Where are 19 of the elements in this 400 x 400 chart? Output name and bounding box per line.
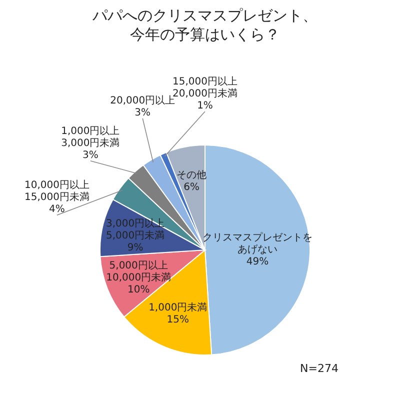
slice-label: 1,000円未満 [148, 302, 208, 314]
data-label: 3% [82, 150, 98, 161]
data-label: 15% [166, 314, 190, 326]
slice-label: 1,000円以上3,000円未満 [61, 124, 120, 149]
slice-label: クリスマスプレゼントをあげない [202, 231, 312, 256]
data-label: 9% [127, 242, 144, 254]
chart-title: パパへのクリスマスプレゼント、今年の予算はいくら？ [92, 6, 318, 44]
data-label: 1% [197, 100, 213, 112]
slice-label: その他 [176, 168, 207, 181]
slice-label: 15,000円以上20,000円未満 [172, 76, 238, 100]
text: N=274 [300, 362, 338, 375]
slice-label: 20,000円以上 [110, 94, 176, 106]
data-label: 10% [127, 284, 150, 296]
data-label: 6% [184, 182, 200, 193]
slice-label: 5,000円以上10,000円未満 [106, 259, 172, 284]
data-label: 49% [246, 256, 269, 268]
slice-label: 10,000円以上15,000円未満 [24, 179, 90, 204]
data-label: 4% [49, 204, 65, 216]
data-label: 3% [134, 107, 151, 118]
